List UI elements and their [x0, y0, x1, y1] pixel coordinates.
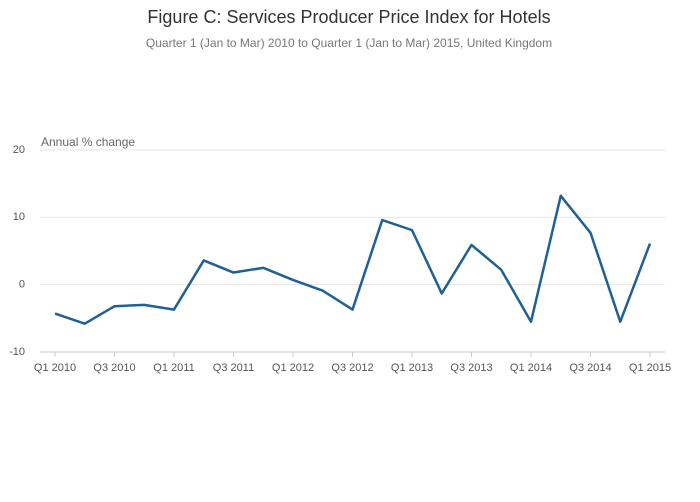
x-tick-label: Q1 2011	[153, 362, 194, 374]
x-tick-label: Q1 2015	[629, 362, 671, 374]
y-axis-label: Annual % change	[41, 135, 135, 149]
x-tick-label: Q3 2014	[569, 362, 611, 374]
chart-title: Figure C: Services Producer Price Index …	[147, 7, 550, 27]
y-tick-label: 10	[13, 211, 25, 223]
x-tick-label: Q3 2012	[331, 362, 373, 374]
x-tick-label: Q3 2010	[93, 362, 135, 374]
x-tick-label: Q1 2012	[272, 362, 314, 374]
y-tick-label: 20	[13, 144, 25, 156]
y-tick-label: 0	[19, 279, 25, 291]
chart-subtitle: Quarter 1 (Jan to Mar) 2010 to Quarter 1…	[146, 36, 552, 50]
y-tick-label: -10	[9, 346, 25, 358]
x-tick-label: Q1 2013	[391, 362, 433, 374]
data-line	[54, 194, 652, 325]
x-tick-label: Q1 2014	[510, 362, 552, 374]
x-tick-label: Q1 2010	[34, 362, 76, 374]
x-tick-label: Q3 2011	[213, 362, 254, 374]
x-tick-label: Q3 2013	[450, 362, 492, 374]
